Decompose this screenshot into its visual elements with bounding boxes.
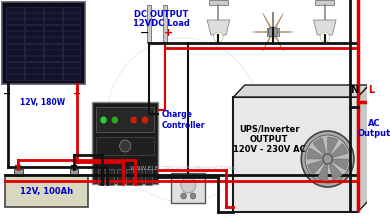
- Bar: [44, 25, 62, 42]
- Polygon shape: [307, 148, 328, 159]
- Polygon shape: [263, 35, 272, 51]
- Bar: [44, 44, 62, 61]
- Bar: [209, 0, 228, 5]
- Bar: [2, 2, 85, 84]
- Polygon shape: [263, 13, 272, 29]
- Text: WWW.ELECTRICALTECHNOLOGY.ORG: WWW.ELECTRICALTECHNOLOGY.ORG: [129, 165, 238, 170]
- Polygon shape: [328, 159, 342, 180]
- Polygon shape: [308, 159, 328, 174]
- Bar: [107, 169, 114, 185]
- Bar: [25, 25, 43, 42]
- Circle shape: [214, 32, 223, 42]
- Text: −: −: [70, 161, 78, 171]
- Bar: [44, 7, 62, 24]
- Circle shape: [120, 140, 131, 152]
- Bar: [117, 169, 123, 185]
- Bar: [63, 62, 80, 79]
- Circle shape: [130, 117, 137, 123]
- Circle shape: [181, 193, 186, 199]
- Bar: [5, 175, 88, 207]
- Bar: [25, 7, 43, 24]
- Bar: [145, 169, 152, 185]
- Bar: [44, 62, 62, 79]
- Bar: [96, 107, 154, 132]
- Bar: [316, 0, 334, 5]
- Polygon shape: [313, 138, 328, 159]
- Polygon shape: [277, 31, 294, 33]
- Circle shape: [301, 131, 354, 187]
- Text: −: −: [4, 89, 12, 99]
- Text: +: +: [164, 28, 173, 38]
- Text: AC
Output: AC Output: [358, 119, 390, 138]
- Circle shape: [268, 27, 278, 37]
- Circle shape: [100, 117, 107, 123]
- Text: 12V, 180W: 12V, 180W: [20, 97, 65, 106]
- Polygon shape: [274, 35, 284, 51]
- Circle shape: [190, 193, 196, 199]
- Polygon shape: [252, 31, 269, 33]
- Bar: [6, 62, 24, 79]
- Bar: [92, 102, 158, 184]
- Bar: [6, 25, 24, 42]
- Text: −: −: [140, 28, 150, 38]
- Polygon shape: [207, 20, 230, 35]
- Circle shape: [142, 117, 148, 123]
- Text: +: +: [14, 161, 22, 171]
- Bar: [63, 44, 80, 61]
- Circle shape: [320, 32, 330, 42]
- Bar: [96, 137, 154, 155]
- Bar: [234, 97, 358, 212]
- Bar: [6, 44, 24, 61]
- Circle shape: [112, 117, 118, 123]
- Bar: [163, 5, 167, 43]
- Text: UPS/Inverter
OUTPUT
120V - 230V AC: UPS/Inverter OUTPUT 120V - 230V AC: [233, 124, 306, 154]
- Text: +: +: [73, 89, 81, 99]
- Circle shape: [181, 177, 196, 193]
- Bar: [63, 7, 80, 24]
- Bar: [171, 173, 205, 203]
- Bar: [70, 169, 78, 176]
- Polygon shape: [234, 85, 369, 97]
- Circle shape: [323, 154, 332, 164]
- Bar: [14, 169, 23, 176]
- Polygon shape: [314, 20, 336, 35]
- Bar: [147, 5, 151, 43]
- Text: Charge
Controller: Charge Controller: [162, 110, 206, 130]
- Polygon shape: [274, 13, 284, 29]
- Text: DC OUTPUT: DC OUTPUT: [134, 10, 189, 19]
- Bar: [98, 169, 105, 185]
- Polygon shape: [317, 159, 328, 181]
- Text: L: L: [368, 85, 374, 95]
- Polygon shape: [358, 85, 369, 212]
- Bar: [25, 62, 43, 79]
- Text: 12VDC Load: 12VDC Load: [133, 19, 190, 28]
- Bar: [25, 44, 43, 61]
- Polygon shape: [328, 159, 348, 170]
- Bar: [126, 169, 133, 185]
- Bar: [63, 25, 80, 42]
- Circle shape: [305, 135, 350, 183]
- Bar: [6, 7, 24, 24]
- Polygon shape: [328, 137, 338, 159]
- Text: 12V, 100Ah: 12V, 100Ah: [20, 187, 73, 196]
- Text: N: N: [350, 85, 358, 95]
- Bar: [268, 28, 279, 36]
- Polygon shape: [328, 143, 347, 159]
- Bar: [136, 169, 142, 185]
